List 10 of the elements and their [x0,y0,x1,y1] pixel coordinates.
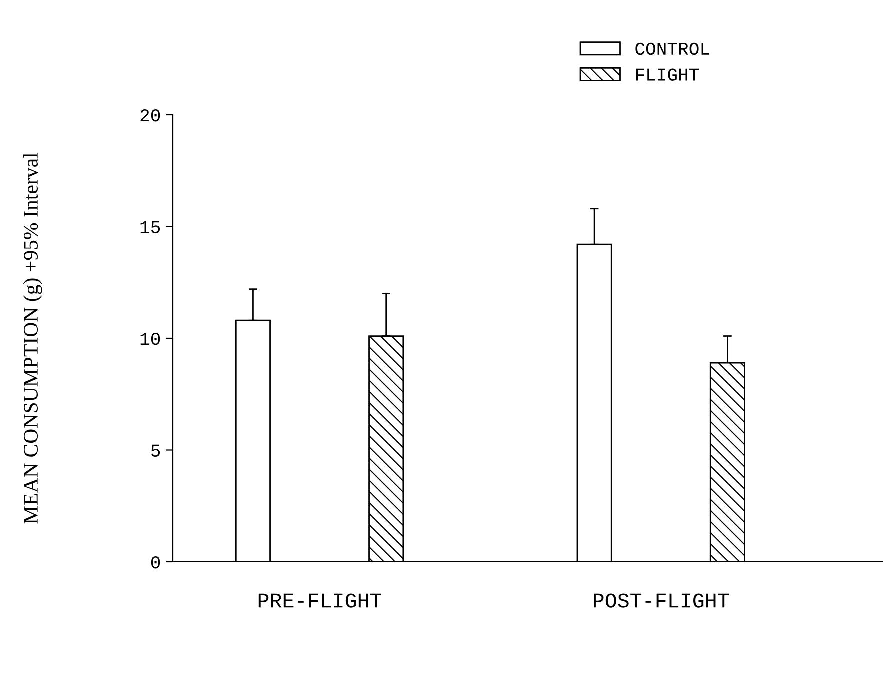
y-tick-label: 20 [140,109,160,122]
x-tick-label: PRE-FLIGHT [258,594,382,608]
x-tick-label: POST-FLIGHT [594,594,730,608]
y-tick-label: 15 [140,221,160,234]
legend-label: FLIGHT [636,68,700,81]
y-tick-label: 10 [140,332,160,346]
y-tick-label: 0 [151,556,160,569]
legend-label: CONTROL [636,42,710,56]
y-axis-title: MEAN CONSUMPTION (g) +95% Interval [23,153,42,524]
y-tick-label: 5 [151,444,160,457]
